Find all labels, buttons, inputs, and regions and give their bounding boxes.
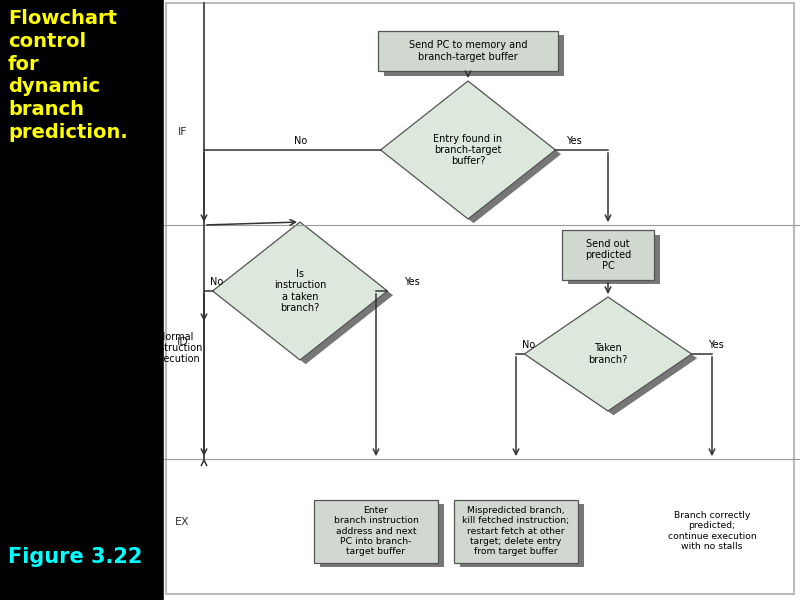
Bar <box>314 499 438 563</box>
Bar <box>0 0 164 600</box>
Text: Is
instruction
a taken
branch?: Is instruction a taken branch? <box>274 269 326 313</box>
Polygon shape <box>213 222 387 360</box>
Bar <box>166 3 794 594</box>
Polygon shape <box>381 81 555 219</box>
Polygon shape <box>525 297 691 411</box>
Text: Branch correctly
predicted;
continue execution
with no stalls: Branch correctly predicted; continue exe… <box>668 511 756 551</box>
Text: ID: ID <box>177 337 188 347</box>
Bar <box>459 503 584 566</box>
Text: No: No <box>294 136 307 146</box>
Bar <box>378 31 558 71</box>
Polygon shape <box>530 301 698 415</box>
Bar <box>319 503 443 566</box>
Bar <box>384 35 563 76</box>
Text: No: No <box>210 277 223 287</box>
Text: Figure 3.22: Figure 3.22 <box>8 547 142 567</box>
Bar <box>562 230 654 280</box>
Bar <box>454 499 578 563</box>
Text: Yes: Yes <box>403 277 419 287</box>
Text: Enter
branch instruction
address and next
PC into branch-
target buffer: Enter branch instruction address and nex… <box>334 506 418 556</box>
Text: Normal
instruction
execution: Normal instruction execution <box>150 332 202 364</box>
Text: Taken
branch?: Taken branch? <box>588 343 628 365</box>
Polygon shape <box>218 226 393 364</box>
Bar <box>164 0 800 600</box>
Text: IF: IF <box>178 127 187 137</box>
Text: Yes: Yes <box>708 340 723 350</box>
Text: No: No <box>522 340 535 350</box>
Polygon shape <box>386 85 561 223</box>
Text: Mispredicted branch,
kill fetched instruction;
restart fetch at other
target; de: Mispredicted branch, kill fetched instru… <box>462 506 570 556</box>
Text: Send PC to memory and
branch-target buffer: Send PC to memory and branch-target buff… <box>409 40 527 62</box>
Text: EX: EX <box>175 517 190 527</box>
Text: Entry found in
branch-target
buffer?: Entry found in branch-target buffer? <box>434 134 502 166</box>
Text: Send out
predicted
PC: Send out predicted PC <box>585 239 631 271</box>
Text: Flowchart
control
for
dynamic
branch
prediction.: Flowchart control for dynamic branch pre… <box>8 9 128 142</box>
Text: Yes: Yes <box>566 136 582 146</box>
Bar <box>568 235 659 284</box>
